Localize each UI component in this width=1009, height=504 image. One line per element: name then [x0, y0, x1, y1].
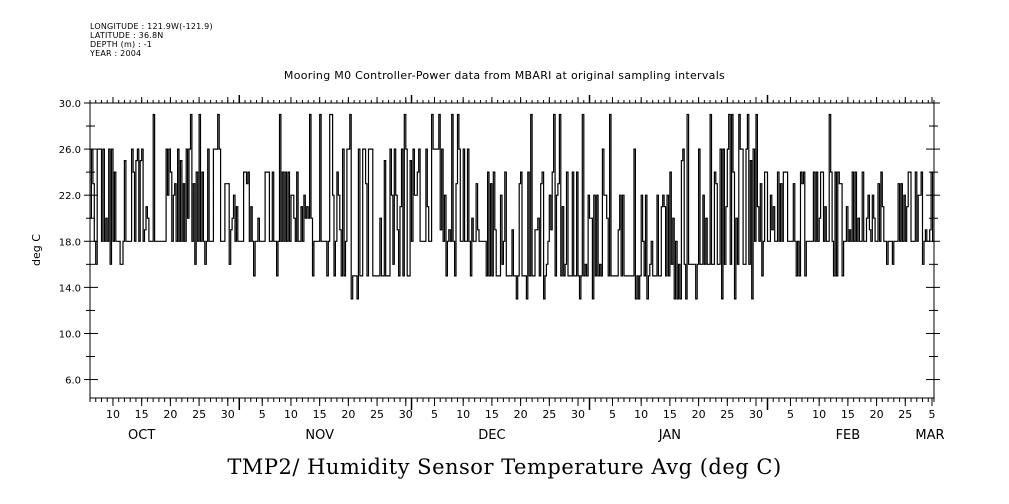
x-month-label: FEB [836, 428, 861, 443]
meta-year: YEAR : 2004 [90, 49, 142, 58]
plot-frame [89, 102, 935, 399]
y-tick-label: 30.0 [59, 99, 81, 110]
meta-latitude: LATITUDE : 36.8N [90, 31, 164, 40]
y-tick-label: 26.0 [59, 145, 81, 156]
x-day-label: 5 [929, 408, 936, 421]
y-tick-label: 6.0 [65, 376, 81, 387]
x-day-label: 20 [514, 408, 528, 421]
x-day-label: 15 [135, 408, 149, 421]
x-day-label: 25 [542, 408, 556, 421]
x-day-label: 15 [841, 408, 855, 421]
y-tick-label: 10.0 [59, 329, 81, 340]
x-day-label: 15 [313, 408, 327, 421]
x-axis: 10 15 20 25 30 5 10 15 20 25 30 5 10 15 20 25 30 5 10 15 20 2… [89, 95, 945, 443]
x-day-label: 25 [192, 408, 206, 421]
x-day-label: 10 [456, 408, 470, 421]
x-day-label: 15 [663, 408, 677, 421]
x-day-label: 10 [812, 408, 826, 421]
x-day-label: 5 [259, 408, 266, 421]
x-day-label: 10 [106, 408, 120, 421]
x-day-label: 5 [609, 408, 616, 421]
series-line-tmp2 [90, 113, 934, 300]
x-day-label: 10 [634, 408, 648, 421]
series-layer [90, 113, 934, 300]
x-day-label: 20 [341, 408, 355, 421]
x-day-label: 20 [692, 408, 706, 421]
x-month-label: JAN [658, 428, 681, 443]
x-month-label: NOV [305, 428, 334, 443]
x-month-label: OCT [128, 428, 155, 443]
plot-border [89, 102, 935, 399]
x-month-label: DEC [478, 428, 505, 443]
x-day-label: 20 [870, 408, 884, 421]
x-day-label: 20 [163, 408, 177, 421]
x-day-label: 30 [749, 408, 763, 421]
y-tick-label: 14.0 [59, 283, 81, 294]
y-tick-label: 18.0 [59, 237, 81, 248]
x-day-label: 30 [571, 408, 585, 421]
meta-longitude: LONGITUDE : 121.9W(-121.9) [90, 22, 213, 31]
y-axis-label: deg C [30, 234, 43, 266]
x-day-label: 25 [898, 408, 912, 421]
y-tick-label: 22.0 [59, 191, 81, 202]
x-day-label: 10 [284, 408, 298, 421]
x-day-label: 15 [485, 408, 499, 421]
x-day-label: 5 [787, 408, 794, 421]
x-day-label: 25 [720, 408, 734, 421]
meta-depth: DEPTH (m) : -1 [90, 40, 153, 49]
chart-title: Mooring M0 Controller-Power data from MB… [283, 69, 726, 82]
x-day-label: 5 [431, 408, 438, 421]
variable-title: TMP2/ Humidity Sensor Temperature Avg (d… [227, 455, 782, 479]
x-day-label: 30 [399, 408, 413, 421]
x-month-label: MAR [915, 428, 944, 443]
x-day-label: 25 [370, 408, 384, 421]
x-day-label: 30 [221, 408, 235, 421]
